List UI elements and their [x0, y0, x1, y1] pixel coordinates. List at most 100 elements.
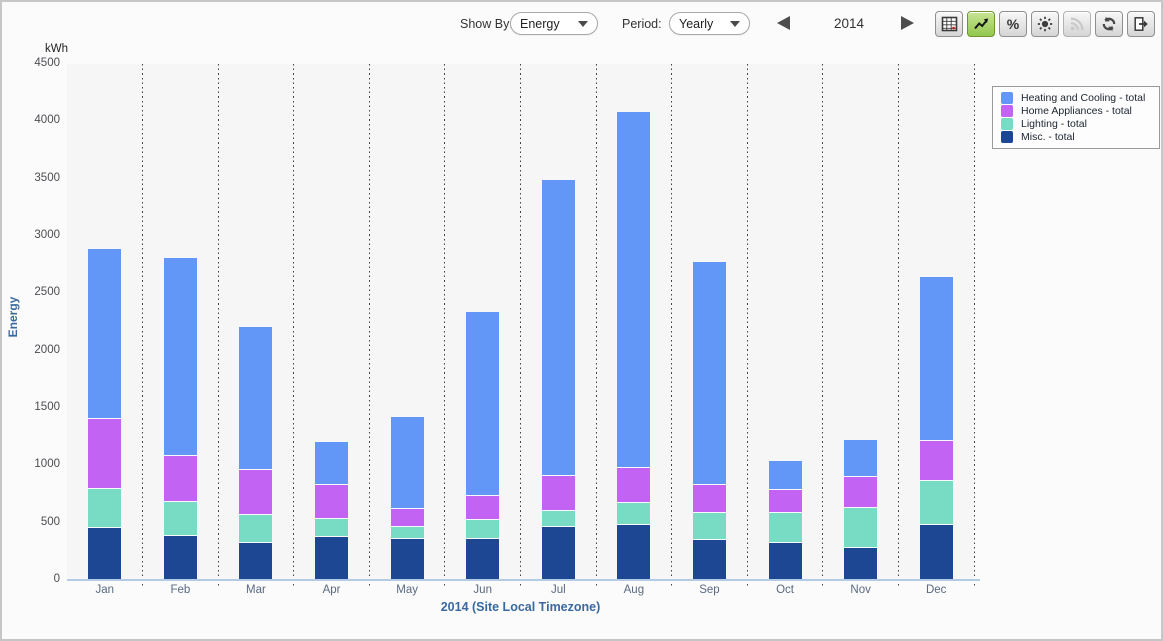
bar-segment[interactable] [466, 519, 500, 538]
export-icon [1133, 16, 1150, 32]
feed-button[interactable] [1063, 11, 1091, 37]
export-button[interactable] [1127, 11, 1155, 37]
bar-segment[interactable] [692, 483, 726, 513]
stacked-bar-aug[interactable] [617, 64, 651, 580]
bar-segment[interactable] [315, 483, 349, 519]
bar-segment[interactable] [768, 512, 802, 543]
stacked-bar-may[interactable] [390, 64, 424, 580]
stacked-bar-mar[interactable] [239, 64, 273, 580]
year-value: 2014 [833, 16, 865, 31]
bar-segment[interactable] [315, 536, 349, 580]
period-dropdown[interactable]: Yearly [669, 12, 750, 35]
bar-segment[interactable] [692, 538, 726, 580]
bar-segment[interactable] [239, 542, 273, 580]
bar-segment[interactable] [239, 468, 273, 514]
previous-year-button[interactable] [777, 16, 790, 30]
stacked-bar-apr[interactable] [315, 64, 349, 580]
legend-item: Home Appliances - total [1001, 104, 1159, 118]
bar-segment[interactable] [541, 474, 575, 511]
bar-segment[interactable] [466, 537, 500, 580]
bar-segment[interactable] [390, 417, 424, 508]
bar-segment[interactable] [617, 466, 651, 503]
chart-legend: Heating and Cooling - total Home Applianc… [992, 86, 1160, 149]
show-by-dropdown[interactable]: Energy [510, 12, 598, 35]
bar-segment[interactable] [768, 489, 802, 513]
bar-segment[interactable] [617, 523, 651, 580]
legend-color-chip [1001, 104, 1013, 117]
bar-segment[interactable] [541, 526, 575, 580]
x-tick-label: Dec [925, 584, 947, 596]
stacked-bar-dec[interactable] [919, 64, 953, 580]
stacked-bar-sep[interactable] [692, 64, 726, 580]
x-tick-label: Oct [776, 584, 794, 596]
percent-button[interactable]: % [999, 11, 1027, 37]
bar-segment[interactable] [390, 537, 424, 580]
bar-segment[interactable] [466, 311, 500, 496]
stacked-bar-jul[interactable] [541, 64, 575, 580]
bar-segment[interactable] [768, 542, 802, 580]
bar-segment[interactable] [163, 500, 197, 536]
bar-segment[interactable] [315, 518, 349, 537]
bar-segment[interactable] [617, 502, 651, 524]
table-icon [941, 16, 958, 32]
y-axis: 0 500 1000 1500 2000 2500 3000 3500 4000 4500 [2, 57, 60, 585]
bar-segment[interactable] [844, 440, 878, 476]
legend-item: Lighting - total [1001, 117, 1159, 131]
bar-segment[interactable] [163, 257, 197, 456]
bar-segment[interactable] [919, 523, 953, 580]
refresh-button[interactable] [1095, 11, 1123, 37]
bar-segment[interactable] [390, 507, 424, 527]
gridline [973, 64, 975, 587]
legend-item: Heating and Cooling - total [1001, 91, 1159, 105]
bar-segment[interactable] [692, 512, 726, 539]
x-tick-label: Apr [322, 584, 341, 596]
bar-segment[interactable] [541, 179, 575, 475]
bar-segment[interactable] [844, 546, 878, 580]
table-view-button[interactable] [935, 11, 963, 37]
y-tick-label: 0 [53, 573, 60, 585]
stacked-bar-jun[interactable] [466, 64, 500, 580]
gridline [368, 64, 370, 587]
chart-view-button[interactable] [967, 11, 995, 37]
bar-segment[interactable] [768, 460, 802, 490]
gridline [293, 64, 295, 587]
plot-area [67, 64, 975, 587]
bar-segment[interactable] [390, 526, 424, 538]
bar-segment[interactable] [163, 455, 197, 501]
next-year-button[interactable] [901, 16, 914, 30]
bar-segment[interactable] [88, 248, 122, 419]
x-tick-label: Feb [170, 584, 191, 596]
x-tick-label: Jun [473, 584, 492, 596]
y-tick-label: 1000 [34, 458, 60, 471]
percent-icon: % [1006, 16, 1020, 32]
stacked-bar-nov[interactable] [844, 64, 878, 580]
bar-segment[interactable] [315, 442, 349, 484]
stacked-bar-feb[interactable] [163, 64, 197, 580]
bar-segment[interactable] [844, 475, 878, 507]
bar-segment[interactable] [844, 506, 878, 547]
legend-label: Misc. - total [1021, 130, 1075, 143]
y-tick-label: 500 [40, 515, 60, 528]
bar-segment[interactable] [88, 418, 122, 489]
bar-segment[interactable] [88, 527, 122, 580]
bar-segment[interactable] [692, 262, 726, 484]
bar-segment[interactable] [541, 510, 575, 527]
show-by-label: Show By: [460, 17, 513, 31]
period-value: Yearly [679, 16, 714, 31]
bar-segment[interactable] [163, 535, 197, 580]
bar-segment[interactable] [239, 513, 273, 543]
gridline [520, 64, 521, 587]
bar-segment[interactable] [239, 326, 273, 469]
weather-button[interactable] [1031, 11, 1059, 37]
bar-segment[interactable] [88, 488, 122, 528]
bar-segment[interactable] [466, 495, 500, 520]
stacked-bar-oct[interactable] [768, 64, 802, 580]
gridline [897, 64, 899, 587]
bar-segment[interactable] [919, 480, 953, 524]
stacked-bar-jan[interactable] [88, 64, 122, 580]
bar-segment[interactable] [617, 112, 651, 467]
x-axis-title: 2014 (Site Local Timezone) [440, 600, 601, 614]
bar-segment[interactable] [919, 440, 953, 481]
bar-segment[interactable] [919, 277, 953, 441]
